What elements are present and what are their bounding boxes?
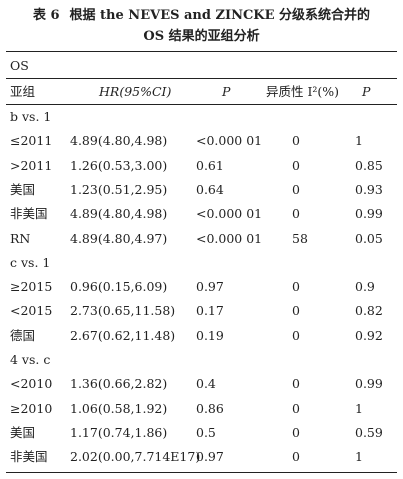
cell-heterogeneity: 0 <box>292 181 300 197</box>
cell-p: 0.86 <box>196 400 224 416</box>
cell-heterogeneity: 0 <box>292 157 300 173</box>
cell-subgroup: ≥2010 <box>10 400 53 416</box>
section-label: b vs. 1 <box>10 109 52 124</box>
cell-subgroup: 非美国 <box>10 206 48 222</box>
cell-heterogeneity: 0 <box>292 327 300 343</box>
header-rule <box>6 104 397 105</box>
cell-subgroup: 美国 <box>10 181 36 197</box>
cell-subgroup: RN <box>10 230 31 246</box>
top-rule <box>6 51 397 53</box>
cell-p: 0.61 <box>196 157 224 173</box>
cell-heterogeneity: 0 <box>292 206 300 222</box>
cell-subgroup: >2011 <box>10 157 53 173</box>
cell-p: 0.4 <box>196 376 216 392</box>
cell-p-heterogeneity: 0.05 <box>355 230 383 246</box>
cell-p-heterogeneity: 1 <box>355 449 363 465</box>
cell-p: <0.000 01 <box>196 230 263 246</box>
cell-p: 0.17 <box>196 303 224 319</box>
cell-p: 0.97 <box>196 449 224 465</box>
cell-heterogeneity: 58 <box>292 230 308 246</box>
cell-hr: 1.26(0.53,3.00) <box>70 157 168 173</box>
group-label: OS <box>10 58 29 73</box>
table-number: 表 6 <box>32 8 60 23</box>
cell-p: 0.97 <box>196 279 224 295</box>
cell-p: 0.19 <box>196 327 224 343</box>
bottom-rule <box>6 472 397 474</box>
cell-subgroup: <2015 <box>10 303 53 319</box>
cell-heterogeneity: 0 <box>292 279 300 295</box>
cell-subgroup: 非美国 <box>10 449 48 465</box>
cell-p-heterogeneity: 0.92 <box>355 327 383 343</box>
cell-p: <0.000 01 <box>196 206 263 222</box>
cell-hr: 1.36(0.66,2.82) <box>70 376 168 392</box>
cell-subgroup: 美国 <box>10 424 36 440</box>
group-rule <box>6 78 397 79</box>
cell-p-heterogeneity: 0.9 <box>355 279 375 295</box>
cell-hr: 1.06(0.58,1.92) <box>70 400 168 416</box>
cell-hr: 2.02(0.00,7.714E17) <box>70 449 201 465</box>
cell-hr: 1.23(0.51,2.95) <box>70 181 168 197</box>
cell-subgroup: 德国 <box>10 327 36 343</box>
cell-subgroup: ≥2015 <box>10 279 53 295</box>
cell-p-heterogeneity: 0.99 <box>355 376 383 392</box>
cell-heterogeneity: 0 <box>292 303 300 319</box>
cell-heterogeneity: 0 <box>292 424 300 440</box>
header-hr: HR(95%CI) <box>99 84 172 99</box>
cell-p-heterogeneity: 1 <box>355 133 363 149</box>
cell-p-heterogeneity: 0.82 <box>355 303 383 319</box>
cell-p-heterogeneity: 0.93 <box>355 181 383 197</box>
cell-heterogeneity: 0 <box>292 400 300 416</box>
cell-hr: 2.73(0.65,11.58) <box>70 303 176 319</box>
cell-p: 0.5 <box>196 424 216 440</box>
table-title-text: 根据 the NEVES and ZINCKE 分级系统合并的 <box>69 8 371 23</box>
cell-heterogeneity: 0 <box>292 376 300 392</box>
cell-p-heterogeneity: 1 <box>355 400 363 416</box>
cell-heterogeneity: 0 <box>292 449 300 465</box>
cell-hr: 4.89(4.80,4.98) <box>70 206 168 222</box>
cell-p: <0.000 01 <box>196 133 263 149</box>
cell-hr: 1.17(0.74,1.86) <box>70 424 168 440</box>
cell-hr: 0.96(0.15,6.09) <box>70 279 168 295</box>
section-label: c vs. 1 <box>10 254 51 270</box>
cell-p: 0.64 <box>196 181 224 197</box>
table-title-line-1: 表 6 根据 the NEVES and ZINCKE 分级系统合并的 <box>0 6 403 26</box>
header-p: P <box>222 84 231 99</box>
cell-p-heterogeneity: 0.85 <box>355 157 383 173</box>
cell-subgroup: ≤2011 <box>10 133 53 149</box>
section-label: 4 vs. c <box>10 352 51 367</box>
cell-subgroup: <2010 <box>10 376 53 392</box>
cell-hr: 4.89(4.80,4.97) <box>70 230 168 246</box>
header-heterogeneity: 异质性 I²(%) <box>266 84 340 99</box>
cell-p-heterogeneity: 0.99 <box>355 206 383 222</box>
cell-hr: 4.89(4.80,4.98) <box>70 133 168 149</box>
cell-p-heterogeneity: 0.59 <box>355 424 383 440</box>
table-title-line-2: OS 结果的亚组分析 <box>143 29 260 44</box>
header-p-heterogeneity: P <box>362 84 371 99</box>
header-subgroup: 亚组 <box>10 84 36 99</box>
cell-hr: 2.67(0.62,11.48) <box>70 327 176 343</box>
cell-heterogeneity: 0 <box>292 133 300 149</box>
